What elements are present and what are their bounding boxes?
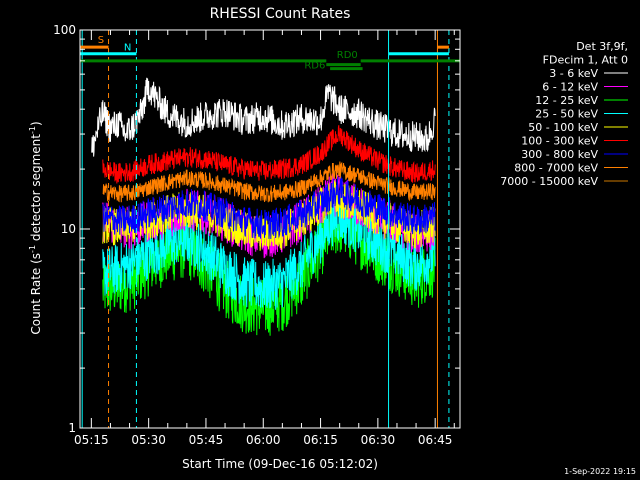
x-tick-label: 06:30 [361,433,396,447]
series-line-3-6-keV [91,77,436,157]
y-axis-label-base: Count Rate (s [29,253,43,335]
legend-entry-label: 6 - 12 keV [542,81,598,94]
y-tick-label: 100 [53,23,76,37]
series-line-300-800-keV [102,176,436,239]
x-tick-label: 06:00 [246,433,281,447]
y-tick-label: 10 [61,222,76,236]
x-tick-label: 06:45 [418,433,453,447]
chart-marks [80,30,460,428]
y-tick-label: 1 [68,421,76,435]
x-axis-label: Start Time (09-Dec-16 05:12:02) [182,457,378,471]
y-axis-label-sup2: -1 [28,126,37,134]
chart-title: RHESSI Count Rates [210,6,351,22]
interval-label-rd6: RD6 [304,61,325,72]
legend-entry-label: 800 - 7000 keV [514,162,598,175]
legend-info-line: FDecim 1, Att 0 [543,54,628,67]
legend-entry-label: 7000 - 15000 keV [500,175,598,188]
x-tick-label: 06:15 [303,433,338,447]
legend-entry-label: 3 - 6 keV [549,67,598,80]
x-tick-label: 05:15 [74,433,109,447]
interval-label-n: N [124,43,131,54]
legend-entry-label: 50 - 100 keV [528,121,598,134]
y-axis-label: Count Rate (s-1 detector segment-1) [28,121,43,334]
x-tick-label: 05:45 [189,433,224,447]
x-tick-label: 05:30 [131,433,166,447]
footer-date: 1-Sep-2022 19:15 [564,467,636,476]
series-line-800-7000-keV [102,161,436,203]
interval-label-s: S [98,35,104,46]
legend-entry-label: 300 - 800 keV [521,148,598,161]
legend-entry-label: 100 - 300 keV [521,135,598,148]
y-axis-label-end: ) [29,121,43,126]
y-axis-label-mid: detector segment [29,134,43,245]
series-line-100-300-keV [102,125,436,184]
legend-info-line: Det 3f,9f, [576,40,628,53]
y-axis-label-sup1: -1 [28,245,37,253]
legend-entry-label: 12 - 25 keV [535,94,598,107]
interval-label-rd0: RD0 [337,50,358,61]
axes: S N RD6 RD0 1 10 100 05:15 05:30 05:45 06:00 06:15 0… [53,23,461,447]
legend-entry-label: 25 - 50 keV [535,108,598,121]
